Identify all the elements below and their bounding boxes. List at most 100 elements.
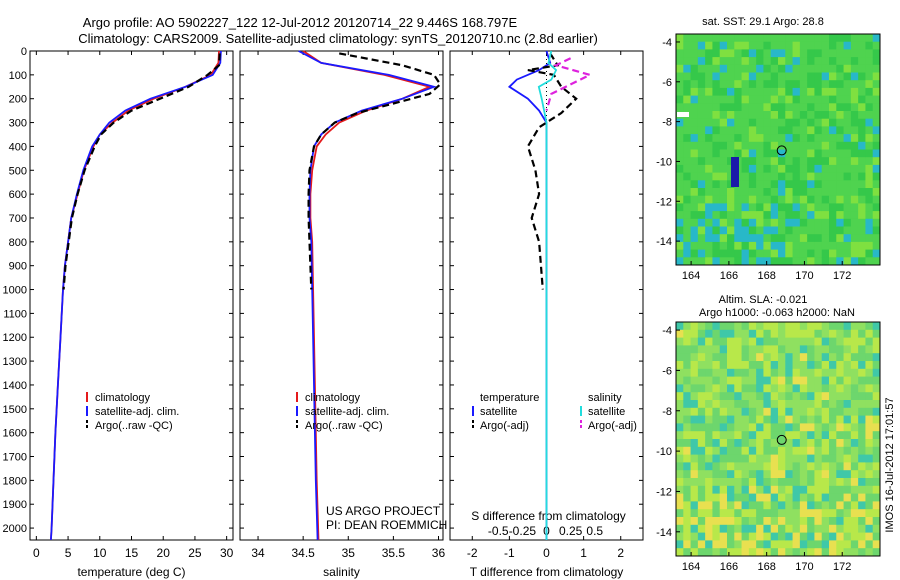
heatmap-cell [712,164,721,173]
heatmap-cell [850,376,859,385]
heatmap-cell [763,548,772,557]
heatmap-cell [843,226,852,235]
x-tick-label: 170 [795,270,813,282]
heatmap-cell [770,446,779,455]
heatmap-cell [741,172,750,181]
heatmap-cell [814,493,823,502]
heatmap-cell [734,501,742,510]
heatmap-cell [763,57,772,66]
heatmap-cell [807,548,815,557]
heatmap-cell [799,141,808,150]
heatmap-cell [836,470,844,479]
heatmap-cell [683,180,691,189]
heatmap-cell [697,400,706,409]
heatmap-cell [785,345,793,354]
heatmap-cell [872,34,881,43]
heatmap-cell [756,384,764,393]
heatmap-cell [705,462,713,471]
heatmap-cell [712,509,721,518]
heatmap-cell [785,34,793,43]
heatmap-cell [858,345,866,354]
heatmap-cell [697,423,706,432]
heatmap-cell [741,431,750,440]
x-tick-label: 34.5 [291,546,315,560]
heatmap-cell [683,149,691,158]
heatmap-cell [690,439,699,448]
annotation: US ARGO PROJECT [326,504,441,518]
x-tick-label: 5 [65,546,72,560]
heatmap-cell [690,164,699,173]
heatmap-cell [799,368,808,377]
heatmap-cell [807,41,815,50]
heatmap-cell [865,157,874,166]
heatmap-cell [741,218,750,227]
heatmap-cell [865,454,874,463]
heatmap-cell [719,180,728,189]
x-tick-label: 170 [795,561,813,573]
heatmap-cell [865,64,874,73]
heatmap-cell [858,446,866,455]
heatmap-cell [858,211,866,220]
heatmap-cell [799,34,808,43]
heatmap-cell [734,509,742,518]
heatmap-cell [770,49,779,58]
heatmap-cell [690,172,699,181]
heatmap-cell [858,485,866,494]
heatmap-cell [712,226,721,235]
heatmap-cell [763,470,772,479]
heatmap-cell [792,384,801,393]
heatmap-cell [799,329,808,338]
heatmap-cell [836,431,844,440]
heatmap-cell [858,368,866,377]
heatmap-cell [748,34,757,43]
heatmap-cell [858,249,866,258]
heatmap-cell [734,111,742,120]
heatmap-cell [712,57,721,66]
heatmap-cell [778,211,786,220]
heatmap-cell [850,41,859,50]
heatmap-cell [850,95,859,104]
heatmap-cell [734,141,742,150]
heatmap-cell [843,195,852,204]
heatmap-cell [697,446,706,455]
heatmap-cell [843,141,852,150]
heatmap-cell [727,392,735,401]
heatmap-cell [865,540,874,549]
heatmap-cell [850,111,859,120]
heatmap-cell [829,87,837,96]
heatmap-cell [741,548,750,557]
heatmap-cell [792,376,801,385]
heatmap-cell [727,524,735,533]
heatmap-cell [821,157,830,166]
heatmap-cell [778,470,786,479]
heatmap-cell [843,454,852,463]
heatmap-cell [676,164,684,173]
heatmap-cell [741,532,750,541]
heatmap-cell [799,415,808,424]
heatmap-cell [807,376,815,385]
heatmap-cell [763,180,772,189]
heatmap-cell [778,368,786,377]
heatmap-cell [872,501,881,510]
heatmap-cell [821,103,830,112]
heatmap-cell [712,41,721,50]
heatmap-cell [756,49,764,58]
heatmap-cell [792,64,801,73]
heatmap-cell [712,423,721,432]
heatmap-cell [676,548,684,557]
heatmap-cell [734,376,742,385]
heatmap-cell [821,203,830,212]
heatmap-cell [697,157,706,166]
heatmap-cell [683,548,691,557]
heatmap-cell [734,49,742,58]
legend-label: satellite-adj. clim. [305,406,389,418]
heatmap-cell [807,454,815,463]
heatmap-cell [858,172,866,181]
heatmap-cell [727,400,735,409]
heatmap-cell [843,149,852,158]
heatmap-cell [792,249,801,258]
heatmap-cell [814,257,823,266]
heatmap-cell [683,188,691,197]
heatmap-cell [792,329,801,338]
heatmap-cell [792,188,801,197]
